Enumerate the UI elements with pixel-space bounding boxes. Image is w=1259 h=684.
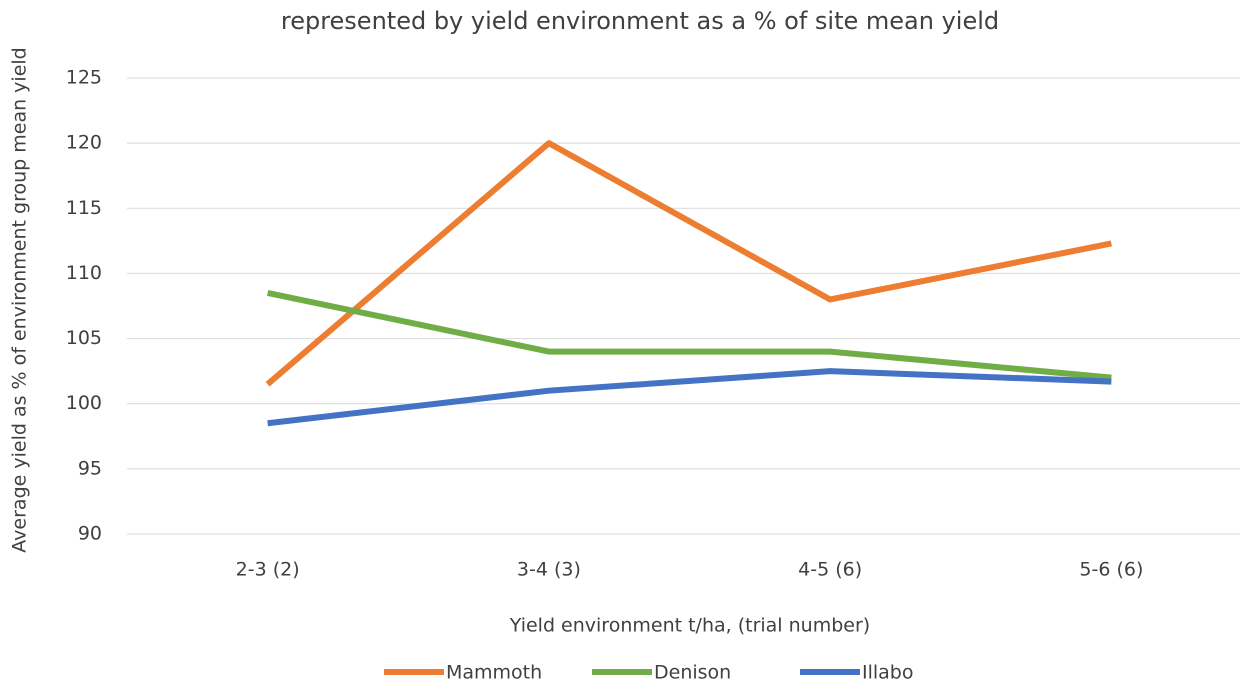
legend-label: Illabo [862,662,914,684]
x-tick-label: 4-5 (6) [798,559,862,581]
x-tick-label: 5-6 (6) [1079,559,1143,581]
legend-label: Denison [654,662,731,684]
series-line [267,368,1112,427]
y-tick-label: 120 [66,132,102,154]
x-tick-label: 3-4 (3) [517,559,581,581]
y-tick-label: 100 [66,392,102,414]
series-line [265,140,1112,387]
y-tick-label: 95 [78,457,102,479]
legend-label: Mammoth [446,662,542,684]
series-line [267,290,1112,381]
y-tick-label: 110 [66,262,102,284]
chart-title: represented by yield environment as a % … [281,7,999,35]
x-axis-label: Yield environment t/ha, (trial number) [509,615,870,637]
y-tick-label: 125 [66,67,102,89]
y-tick-label: 115 [66,197,102,219]
y-axis-label: Average yield as % of environment group … [9,47,31,552]
y-tick-label: 90 [78,523,102,545]
y-tick-label: 105 [66,327,102,349]
x-tick-label: 2-3 (2) [236,559,300,581]
